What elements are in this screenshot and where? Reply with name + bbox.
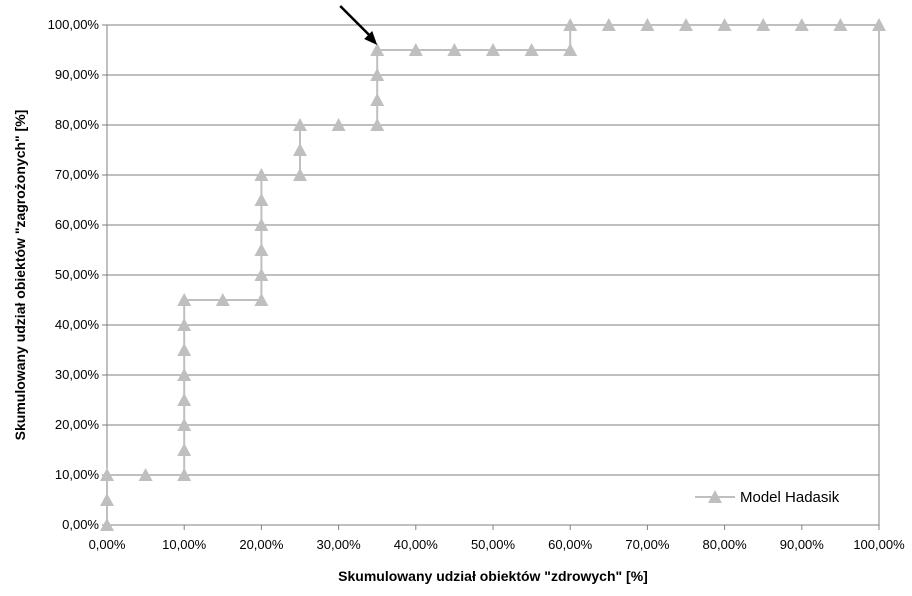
x-axis-title: Skumulowany udział obiektów "zdrowych" [… [338, 568, 648, 584]
data-point-marker [640, 18, 655, 31]
data-point-marker [138, 468, 153, 481]
data-point-marker [254, 243, 269, 256]
x-tick-label: 90,00% [780, 537, 825, 552]
x-tick-label: 50,00% [471, 537, 516, 552]
x-tick-label: 20,00% [239, 537, 284, 552]
data-point-marker [293, 143, 307, 156]
x-tick-label: 100,00% [853, 537, 905, 552]
y-tick-label: 70,00% [55, 167, 100, 182]
y-tick-label: 90,00% [55, 67, 100, 82]
legend: Model Hadasik [695, 489, 840, 506]
y-tick-label: 100,00% [48, 17, 100, 32]
data-point-marker [370, 93, 385, 106]
data-point-marker [756, 18, 771, 31]
data-point-marker [177, 393, 192, 406]
data-point-marker [486, 43, 500, 56]
data-point-marker [524, 43, 539, 56]
x-tick-label: 10,00% [162, 537, 207, 552]
y-tick-label: 50,00% [55, 267, 100, 282]
data-point-marker [177, 293, 192, 306]
x-tick-label: 0,00% [89, 537, 126, 552]
data-point-marker [100, 518, 114, 531]
data-point-marker [447, 43, 462, 56]
data-point-marker [833, 18, 848, 31]
data-point-marker [293, 168, 307, 181]
data-point-marker [177, 368, 192, 381]
arrow-head [364, 31, 378, 45]
data-point-marker [254, 268, 269, 281]
arrow-shaft [339, 5, 375, 40]
x-tick-label: 70,00% [625, 537, 670, 552]
data-point-marker [254, 168, 269, 181]
y-tick-label: 60,00% [55, 217, 100, 232]
x-tick-label: 30,00% [317, 537, 362, 552]
grid-layer [107, 74, 879, 476]
data-point-marker [215, 293, 230, 306]
data-point-marker [563, 43, 578, 56]
data-point-marker [254, 218, 269, 231]
data-point-marker [408, 43, 423, 56]
y-tick-label: 40,00% [55, 317, 100, 332]
x-tick-label: 60,00% [548, 537, 593, 552]
data-point-marker [601, 18, 616, 31]
x-tick-label: 80,00% [703, 537, 748, 552]
y-tick-label: 20,00% [55, 417, 100, 432]
data-point-marker [794, 18, 809, 31]
y-axis-title: Skumulowany udział obiektów "zagrożonych… [12, 110, 28, 441]
y-tick-label: 10,00% [55, 467, 100, 482]
data-point-marker [177, 468, 192, 481]
data-point-marker [370, 68, 385, 81]
annotation-layer [339, 5, 378, 45]
data-point-marker [177, 343, 192, 356]
y-tick-label: 80,00% [55, 117, 100, 132]
data-point-marker [254, 193, 269, 206]
y-tick-label: 30,00% [55, 367, 100, 382]
data-point-marker [100, 468, 114, 481]
data-point-marker [254, 293, 269, 306]
data-point-marker [370, 118, 385, 131]
data-point-marker [100, 493, 114, 506]
data-point-marker [331, 118, 346, 131]
data-point-marker [370, 43, 385, 56]
data-point-marker [872, 18, 886, 31]
data-point-marker [717, 18, 732, 31]
legend-label: Model Hadasik [740, 489, 840, 506]
data-point-marker [293, 118, 307, 131]
y-tick-label: 0,00% [62, 517, 99, 532]
data-point-marker [177, 318, 192, 331]
tick-layer: 0,00% 10,00% 20,00% 30,00% 40,00% 50,00% 60,00… [48, 17, 905, 552]
data-point-marker [177, 443, 192, 456]
series-layer [100, 18, 886, 531]
data-point-marker [679, 18, 693, 31]
x-tick-label: 40,00% [394, 537, 439, 552]
data-point-marker [563, 18, 578, 31]
data-point-marker [177, 418, 192, 431]
legend-marker-icon [708, 490, 722, 503]
